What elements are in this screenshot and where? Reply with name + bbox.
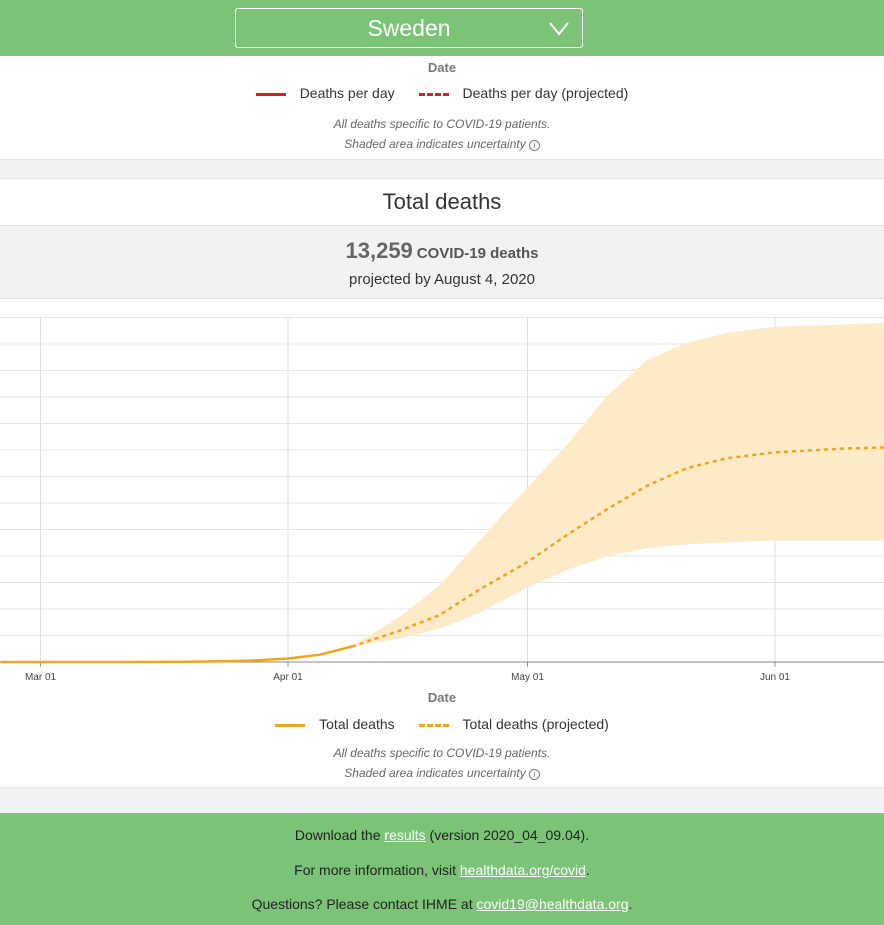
total-note-2-row: Shaded area indicates uncertainty i <box>0 766 884 780</box>
x-tick-label: Mar 01 <box>25 672 57 683</box>
total-deaths-title: Total deaths <box>382 189 502 214</box>
footer-download-line: Download the results (version 2020_04_09… <box>0 827 884 843</box>
footer: Download the results (version 2020_04_09… <box>0 813 884 925</box>
legend-label: Deaths per day (projected) <box>462 85 629 101</box>
info-icon[interactable]: i <box>528 769 540 780</box>
legend-item-deaths-per-day-projected: Deaths per day (projected) <box>418 85 629 101</box>
summary-subtitle: projected by August 4, 2020 <box>349 271 535 288</box>
x-tick-label: May 01 <box>511 672 544 683</box>
daily-note-2: Shaded area indicates uncertainty <box>344 137 526 151</box>
email-link[interactable]: covid19@healthdata.org <box>476 896 629 912</box>
country-select[interactable]: Sweden <box>235 8 583 48</box>
legend-label: Total deaths (projected) <box>462 716 609 732</box>
legend-item-deaths-per-day: Deaths per day <box>255 85 395 101</box>
total-note-2: Shaded area indicates uncertainty <box>344 766 526 780</box>
daily-deaths-card: Date Deaths per day Deaths per day (proj… <box>0 56 884 160</box>
legend-item-total-deaths: Total deaths <box>275 716 395 732</box>
legend-item-total-deaths-projected: Total deaths (projected) <box>418 716 609 732</box>
daily-note-2-row: Shaded area indicates uncertainty i <box>0 137 884 151</box>
footer-text: . <box>585 862 590 878</box>
legend-label: Total deaths <box>319 716 395 732</box>
total-deaths-chart: Mar 01 Apr 01 May 01 Jun 01 <box>0 317 884 683</box>
legend-swatch-dashed <box>418 723 449 727</box>
country-select-value: Sweden <box>367 15 451 41</box>
info-icon[interactable]: i <box>528 140 540 151</box>
series-line-projected <box>351 446 884 648</box>
results-link[interactable]: results <box>384 827 426 843</box>
footer-text: (version 2020_04_09.04). <box>425 827 590 843</box>
uncertainty-band <box>351 322 884 647</box>
chevron-down-icon <box>549 22 569 36</box>
healthdata-link[interactable]: healthdata.org/covid <box>459 862 586 878</box>
legend-swatch-solid <box>275 723 306 727</box>
total-deaths-card: Total deaths 13,259 COVID-19 deaths proje… <box>0 178 884 788</box>
daily-note-1: All deaths specific to COVID-19 patients… <box>333 117 551 131</box>
total-x-axis-title: Date <box>427 690 457 705</box>
footer-text: Download the <box>294 827 385 843</box>
footer-contact-line: Questions? Please contact IHME at covid1… <box>0 896 884 912</box>
x-tick-label: Jun 01 <box>760 672 790 683</box>
legend-swatch-solid <box>255 92 286 96</box>
daily-x-axis-title: Date <box>427 60 457 75</box>
total-legend: Total deaths Total deaths (projected) <box>0 716 884 732</box>
footer-text: Questions? Please contact IHME at <box>251 896 477 912</box>
footer-text: . <box>628 896 633 912</box>
top-bar: Sweden <box>0 0 884 56</box>
summary-unit: COVID-19 deaths <box>416 245 539 262</box>
footer-text: For more information, visit <box>294 862 460 878</box>
summary-number: 13,259 <box>345 238 413 263</box>
legend-label: Deaths per day <box>299 85 395 101</box>
footer-info-line: For more information, visit healthdata.o… <box>0 862 884 878</box>
daily-legend: Deaths per day Deaths per day (projected… <box>0 85 884 101</box>
legend-swatch-dashed <box>418 92 449 96</box>
series-line-actual <box>0 645 353 664</box>
summary-headline: 13,259 COVID-19 deaths <box>0 238 884 264</box>
total-note-1: All deaths specific to COVID-19 patients… <box>333 746 551 760</box>
x-tick-label: Apr 01 <box>273 672 303 683</box>
total-deaths-summary: 13,259 COVID-19 deaths projected by Augus… <box>0 225 884 299</box>
